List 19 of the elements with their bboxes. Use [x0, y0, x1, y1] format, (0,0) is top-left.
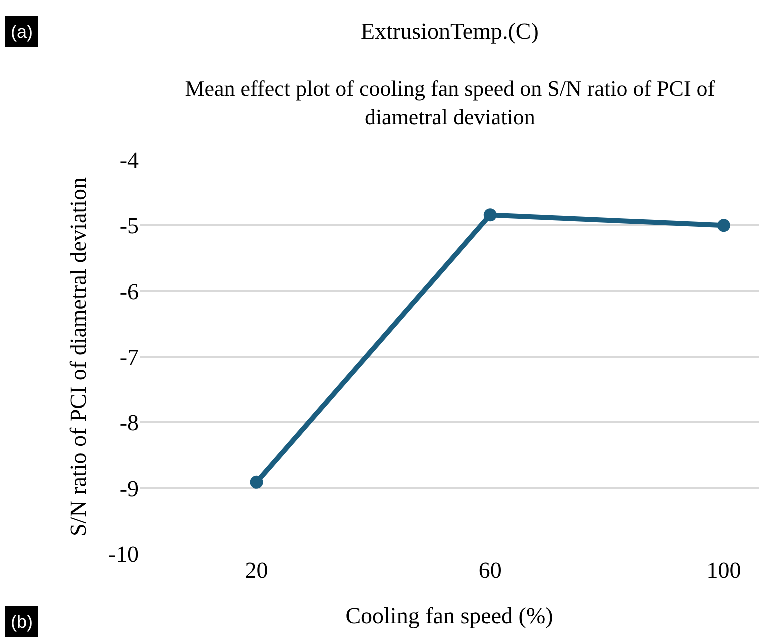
point	[484, 208, 497, 222]
y-tick-label: -9	[120, 476, 139, 502]
text: ExtrusionTemp.(C)	[361, 19, 539, 44]
text: (b)	[11, 612, 33, 632]
point	[717, 219, 730, 232]
x-axis-title: Cooling fan speed (%)	[346, 604, 554, 629]
y-tick-label: -10	[108, 542, 139, 568]
y-tick-label: -5	[120, 214, 139, 239]
y-tick-label: -7	[120, 345, 139, 370]
x-tick-label: 100	[706, 558, 742, 583]
chart-title: Mean effect plot of cooling fan speed on S/N ratio of PCI of diametral deviation	[185, 76, 716, 130]
x-tick-label: 60	[478, 558, 502, 583]
y-axis-title: S/N ratio of PCI of diametral deviation	[66, 177, 91, 536]
point	[250, 476, 264, 489]
y-tick-label: -8	[120, 410, 139, 436]
x-tick-label: 20	[245, 558, 268, 583]
y-tick-label: -4	[120, 148, 140, 174]
text: (a)	[11, 22, 33, 42]
y-tick-label: -6	[120, 279, 139, 304]
